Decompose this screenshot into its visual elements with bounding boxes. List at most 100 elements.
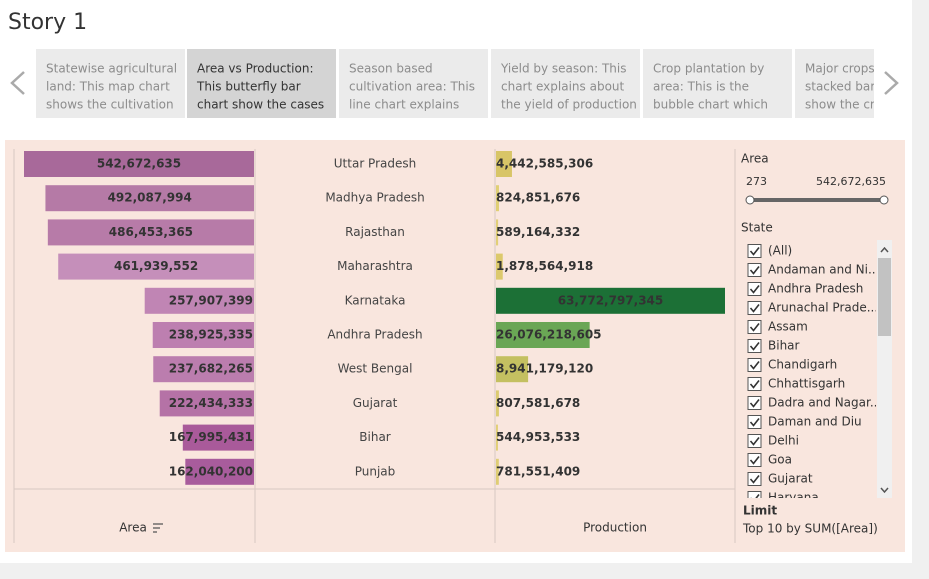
tab-bg bbox=[491, 49, 640, 118]
tab-bg bbox=[795, 49, 874, 118]
state-option[interactable]: Assam bbox=[747, 320, 808, 334]
state-option-label: Delhi bbox=[768, 434, 799, 448]
check-mark bbox=[749, 342, 760, 351]
bar bbox=[496, 287, 725, 314]
next-arrow[interactable] bbox=[884, 71, 899, 95]
state-option[interactable]: Chandigarh bbox=[747, 358, 837, 372]
bar bbox=[496, 219, 499, 246]
tab-text: Crop plantation by bbox=[653, 62, 764, 76]
story-tab[interactable]: Area vs Production: This butterfly bar cha… bbox=[187, 49, 336, 118]
checkbox bbox=[747, 301, 762, 315]
bar bbox=[58, 253, 254, 280]
bar bbox=[153, 356, 254, 383]
bar bbox=[496, 424, 498, 451]
state-option[interactable]: Andhra Pradesh bbox=[747, 282, 863, 296]
state-option[interactable]: Daman and Diu bbox=[747, 415, 862, 429]
tab-bg bbox=[36, 49, 185, 118]
slider-handle[interactable] bbox=[879, 195, 889, 205]
bottom-margin bbox=[0, 563, 912, 579]
filter-min: 273 bbox=[746, 175, 767, 188]
bar bbox=[496, 356, 529, 383]
value-label: 8,941,179,120 bbox=[496, 362, 593, 376]
check-mark bbox=[749, 475, 760, 484]
tab-text: land: This map chart bbox=[46, 80, 170, 94]
filter-title: Limit bbox=[743, 504, 777, 518]
state-option[interactable]: Arunachal Prade... bbox=[747, 301, 878, 315]
bar bbox=[185, 458, 254, 485]
checkbox bbox=[747, 434, 762, 448]
tab-text: Area vs Production: bbox=[197, 62, 313, 76]
state-option-label: Andhra Pradesh bbox=[768, 282, 863, 296]
right-margin bbox=[912, 0, 929, 579]
state-option[interactable]: Gujarat bbox=[747, 472, 813, 486]
slider-handle[interactable] bbox=[745, 195, 755, 205]
state-option-label: Gujarat bbox=[768, 472, 813, 486]
bar bbox=[152, 322, 254, 348]
value-label: 461,939,552 bbox=[114, 259, 198, 273]
tab-text: bubble chart which bbox=[653, 98, 768, 112]
checkbox bbox=[747, 339, 762, 353]
state-option-label: Chhattisgarh bbox=[768, 377, 845, 391]
check-mark bbox=[749, 380, 760, 389]
state-option[interactable]: Andaman and Ni... bbox=[747, 263, 879, 277]
scroll-thumb[interactable] bbox=[878, 258, 891, 336]
tab-text: This butterfly bar bbox=[196, 80, 301, 94]
tab-text: Major crops: bbox=[805, 62, 879, 76]
state-option[interactable]: Goa bbox=[747, 453, 792, 467]
check-mark bbox=[749, 437, 760, 446]
scroll-arrows[interactable] bbox=[880, 246, 889, 494]
check-mark bbox=[749, 247, 760, 256]
state-option[interactable]: Chhattisgarh bbox=[747, 377, 845, 391]
tab-text: the yield of production bbox=[501, 98, 637, 112]
state-option[interactable]: Bihar bbox=[747, 339, 800, 353]
check-mark bbox=[749, 361, 760, 370]
bar bbox=[45, 185, 254, 212]
category-label: Bihar bbox=[359, 430, 391, 444]
value-label: 544,953,533 bbox=[496, 430, 580, 444]
tab-text: chart show the cases bbox=[197, 98, 324, 112]
state-option[interactable]: Dadra and Nagar... bbox=[747, 396, 881, 410]
state-option[interactable]: Haryana bbox=[747, 491, 819, 505]
category-label: West Bengal bbox=[338, 362, 413, 376]
tab-text: show the cro bbox=[805, 98, 882, 112]
bar bbox=[144, 287, 254, 314]
checkbox bbox=[747, 491, 762, 498]
check-mark bbox=[749, 399, 760, 408]
story-tab[interactable]: Season based cultivation area: This line c… bbox=[339, 49, 488, 118]
value-label: 237,682,265 bbox=[169, 362, 253, 376]
checkbox bbox=[747, 396, 762, 410]
value-label: 807,581,678 bbox=[496, 396, 580, 410]
prev-arrow[interactable] bbox=[10, 71, 25, 95]
state-option-label: (All) bbox=[768, 244, 792, 258]
axis-title: Production bbox=[583, 521, 647, 535]
tab-text: cultivation area: This bbox=[349, 80, 475, 94]
state-option[interactable]: Delhi bbox=[747, 434, 799, 448]
value-label: 63,772,797,345 bbox=[558, 293, 664, 307]
story-tab[interactable]: Crop plantation by area: This is the bubbl… bbox=[643, 49, 792, 118]
state-option-label: Goa bbox=[768, 453, 792, 467]
state-option[interactable]: (All) bbox=[747, 244, 792, 258]
state-option-label: Assam bbox=[768, 320, 808, 334]
state-option-label: Daman and Diu bbox=[768, 415, 862, 429]
value-label: 222,434,333 bbox=[169, 396, 253, 410]
story-tab[interactable]: Statewise agricultural land: This map cha… bbox=[36, 49, 185, 118]
filter-max: 542,672,635 bbox=[816, 175, 886, 188]
axis-title: Area bbox=[119, 521, 147, 535]
bar bbox=[496, 458, 499, 485]
sort-icon[interactable] bbox=[153, 523, 163, 533]
bar bbox=[496, 253, 503, 280]
check-mark bbox=[749, 418, 760, 427]
tab-text: Season based bbox=[349, 62, 433, 76]
tab-bg bbox=[339, 49, 488, 118]
tab-text: shows the cultivation bbox=[46, 98, 174, 112]
checkbox bbox=[747, 263, 762, 277]
state-option-label: Haryana bbox=[768, 491, 819, 505]
check-mark bbox=[749, 266, 760, 275]
story-tab[interactable]: Major crops: stacked bar show the cro bbox=[795, 49, 929, 118]
tab-bg bbox=[643, 49, 792, 118]
category-label: Gujarat bbox=[353, 396, 398, 410]
story-tab[interactable]: Yield by season: This chart explains abou… bbox=[491, 49, 640, 118]
bar bbox=[496, 151, 512, 177]
value-label: 162,040,200 bbox=[169, 464, 253, 478]
